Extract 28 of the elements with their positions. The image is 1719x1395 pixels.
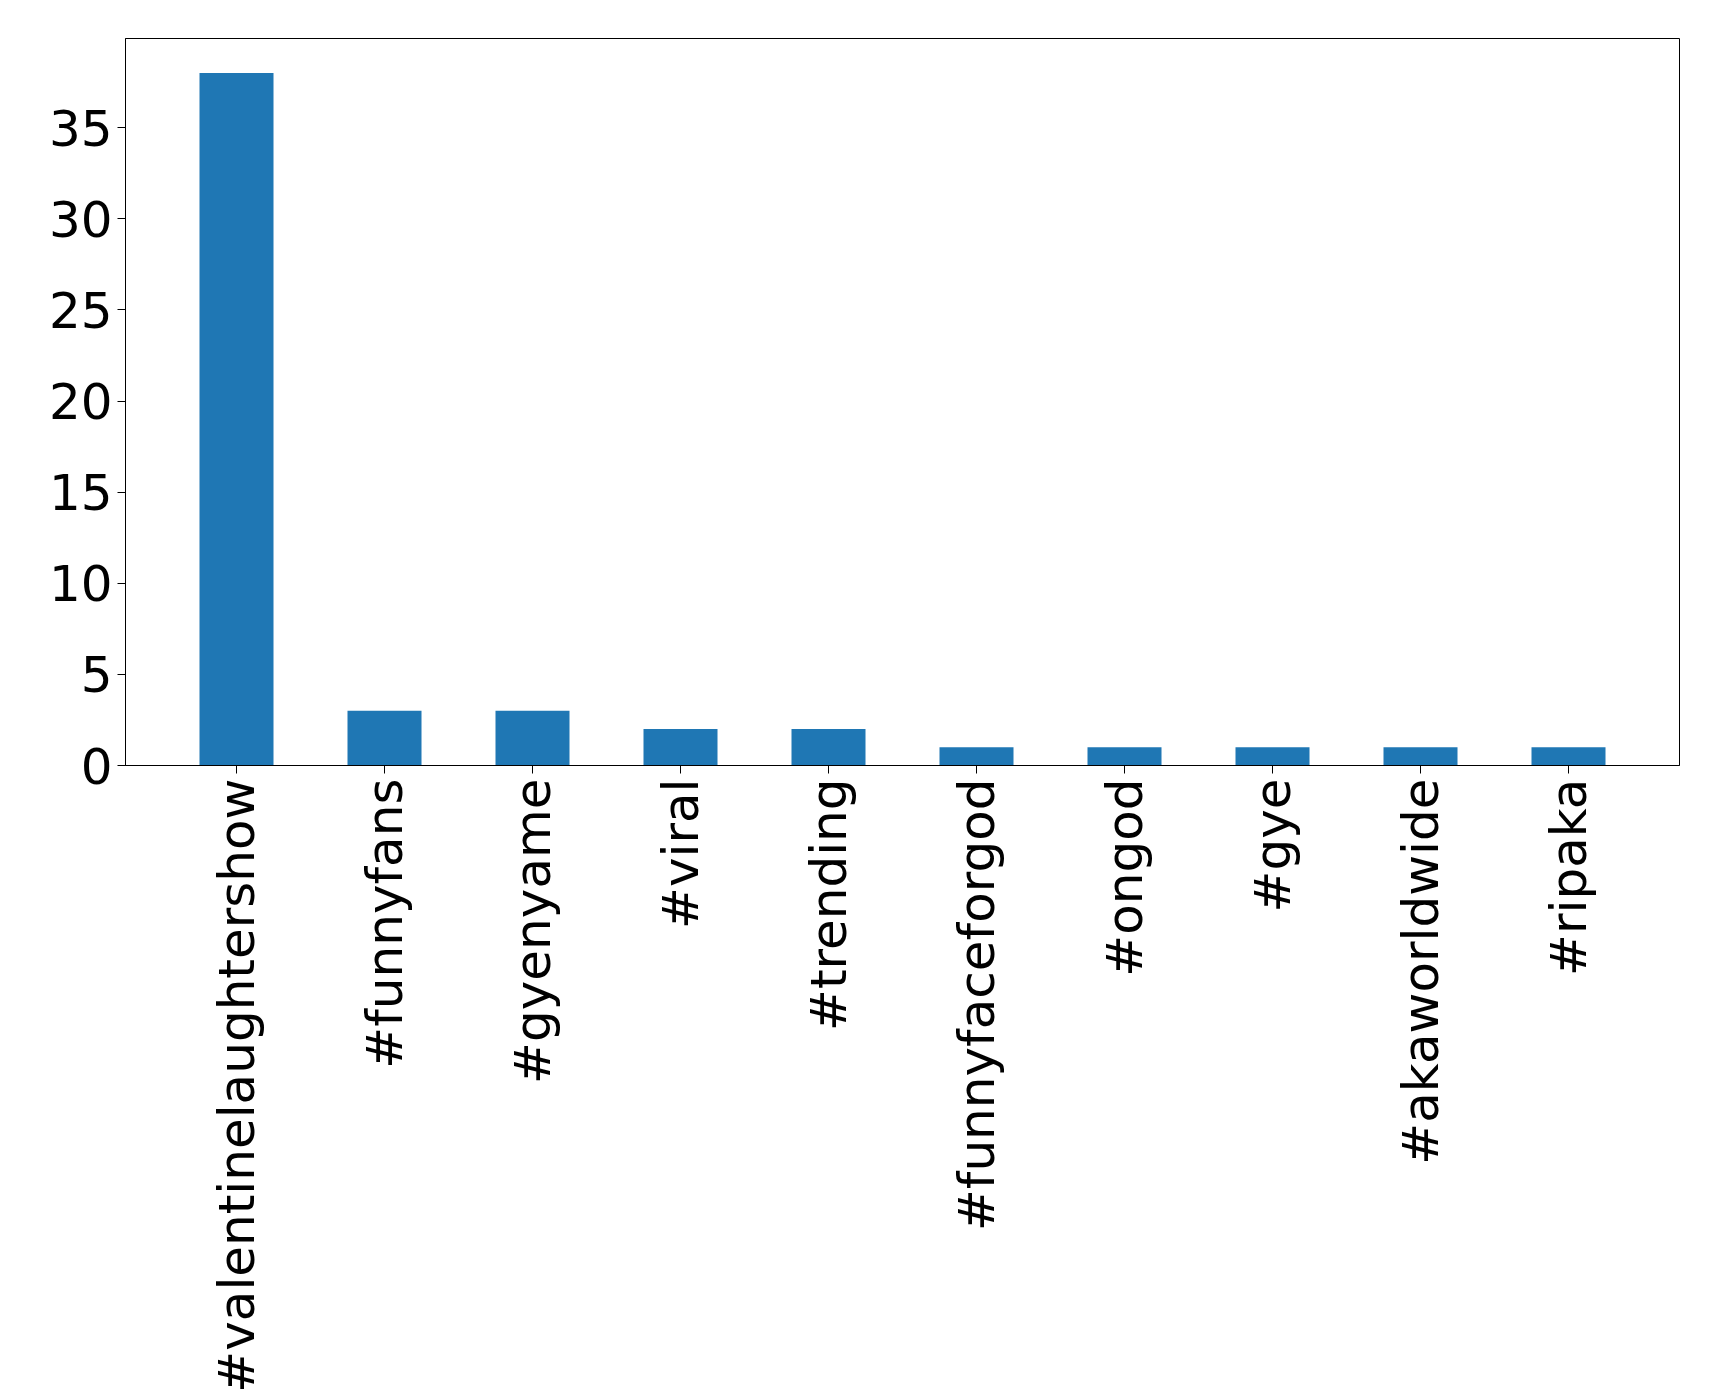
y-tick-label: 30 [48, 190, 113, 249]
y-tick-label: 35 [48, 99, 113, 158]
x-tick-label: #gye [1243, 778, 1302, 913]
x-tick-label: #ripaka [1539, 778, 1598, 976]
y-tick-label: 0 [80, 737, 113, 796]
x-tick-label: #gyenyame [503, 778, 562, 1084]
y-tick-label: 25 [48, 281, 113, 340]
x-tick-label: #akaworldwide [1391, 778, 1450, 1165]
bar [939, 747, 1014, 766]
x-tick-label: #valentinelaughtershow [207, 778, 266, 1393]
x-tick-label: #viral [651, 778, 710, 929]
y-tick-label: 5 [80, 646, 113, 705]
bar [199, 73, 274, 766]
bar [495, 710, 570, 766]
bar [791, 729, 866, 766]
bar [1531, 747, 1606, 766]
bar [643, 729, 718, 766]
x-tick-label: #ongod [1095, 778, 1154, 977]
bar [1087, 747, 1162, 766]
y-tick-label: 15 [48, 464, 113, 523]
x-tick-label: #trending [799, 778, 858, 1031]
x-tick-label: #funnyfaceforgod [947, 778, 1006, 1232]
bar [347, 710, 422, 766]
y-tick-label: 20 [48, 373, 113, 432]
x-tick-label: #funnyfans [355, 778, 414, 1069]
bar [1383, 747, 1458, 766]
bar [1235, 747, 1310, 766]
y-tick-label: 10 [48, 555, 113, 614]
